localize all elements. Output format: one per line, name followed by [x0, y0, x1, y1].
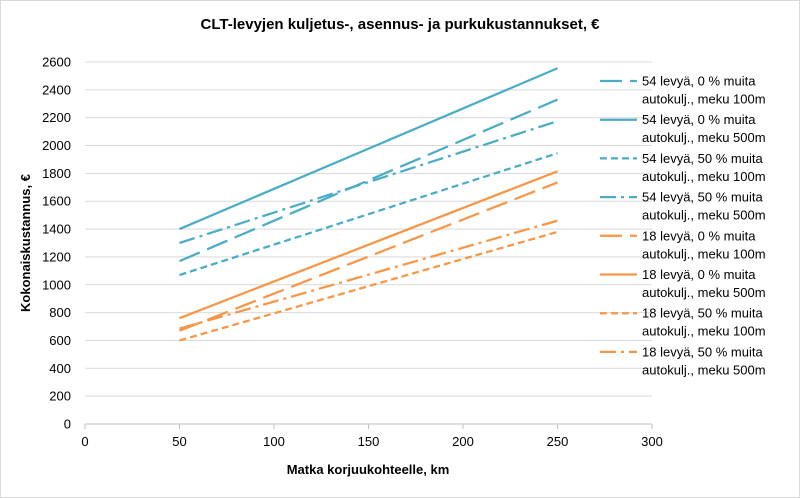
legend-entry-line: autokulj., meku 100m [642, 169, 766, 184]
legend-entry-line: 54 levyä, 50 % muita [642, 151, 763, 166]
x-tick-labels: 0 50 100 150 200 250 300 [81, 434, 662, 449]
series-line-4 [179, 120, 558, 245]
x-axis-title: Matka korjuukohteelle, km [287, 462, 450, 477]
legend-entry-line: autokulj., meku 100m [642, 324, 766, 339]
x-tick-label: 50 [172, 434, 186, 449]
x-tick-label: 250 [547, 434, 569, 449]
legend-entry-8: 18 levyä, 50 % muita autokulj., meku 500m [642, 344, 766, 377]
legend-entry-3: 54 levyä, 50 % muita autokulj., meku 100m [642, 151, 766, 184]
y-tick-label: 2200 [42, 110, 71, 125]
x-tick-label: 200 [452, 434, 474, 449]
series-line-8 [179, 219, 558, 330]
x-tick-label: 150 [358, 434, 380, 449]
legend-entry-1: 54 levyä, 0 % muita autokulj., meku 100m [642, 74, 766, 107]
y-axis-title: Kokonaiskustannus, € [18, 174, 33, 312]
series-line-3 [179, 152, 558, 277]
y-tick-label: 0 [64, 417, 71, 432]
y-tick-labels: 0 200 400 600 800 1000 1200 1400 1600 1800 2000 220… [42, 55, 71, 432]
series-line-6 [179, 170, 558, 320]
y-tick-label: 400 [49, 361, 71, 376]
legend: 54 levyä, 0 % muita autokulj., meku 100m5… [600, 74, 766, 377]
legend-entry-line: autokulj., meku 500m [642, 285, 766, 300]
legend-entry-4: 54 levyä, 50 % muita autokulj., meku 500m [642, 190, 766, 223]
legend-entry-line: 54 levyä, 50 % muita [642, 190, 763, 205]
y-tick-label: 1000 [42, 277, 71, 292]
y-tick-label: 600 [49, 333, 71, 348]
x-tick-label: 0 [81, 434, 88, 449]
y-tick-label: 2000 [42, 138, 71, 153]
legend-entry-line: autokulj., meku 100m [642, 92, 766, 107]
chart-title: CLT-levyjen kuljetus-, asennus- ja purku… [200, 16, 600, 33]
series-line-2 [179, 67, 558, 231]
y-tick-label: 800 [49, 305, 71, 320]
legend-entry-line: 18 levyä, 50 % muita [642, 344, 763, 359]
legend-entry-line: 18 levyä, 50 % muita [642, 306, 763, 321]
series-line-1 [179, 98, 558, 263]
legend-entry-line: autokulj., meku 500m [642, 208, 766, 223]
series-line-5 [179, 181, 558, 332]
legend-entry-line: autokulj., meku 500m [642, 130, 766, 145]
legend-entry-line: 54 levyä, 0 % muita [642, 112, 756, 127]
y-tick-label: 1200 [42, 249, 71, 264]
x-tick-label: 300 [641, 434, 663, 449]
y-tick-label: 1400 [42, 222, 71, 237]
y-tick-label: 2600 [42, 55, 71, 70]
y-tick-label: 200 [49, 389, 71, 404]
legend-entry-6: 18 levyä, 0 % muita autokulj., meku 500m [642, 267, 766, 300]
y-tick-label: 1800 [42, 166, 71, 181]
legend-entry-5: 18 levyä, 0 % muita autokulj., meku 100m [642, 228, 766, 261]
series-line-7 [179, 230, 558, 342]
legend-entry-line: autokulj., meku 500m [642, 362, 766, 377]
legend-entry-line: 18 levyä, 0 % muita [642, 228, 756, 243]
y-tick-label: 2400 [42, 82, 71, 97]
legend-entry-line: 18 levyä, 0 % muita [642, 267, 756, 282]
legend-entry-line: 54 levyä, 0 % muita [642, 74, 756, 89]
axes [84, 423, 653, 429]
series-lines [179, 67, 558, 342]
legend-entry-7: 18 levyä, 50 % muita autokulj., meku 100m [642, 306, 766, 339]
legend-entry-line: autokulj., meku 100m [642, 246, 766, 261]
y-tick-label: 1600 [42, 194, 71, 209]
legend-entry-2: 54 levyä, 0 % muita autokulj., meku 500m [642, 112, 766, 145]
x-tick-label: 100 [263, 434, 285, 449]
gridlines [85, 61, 652, 397]
